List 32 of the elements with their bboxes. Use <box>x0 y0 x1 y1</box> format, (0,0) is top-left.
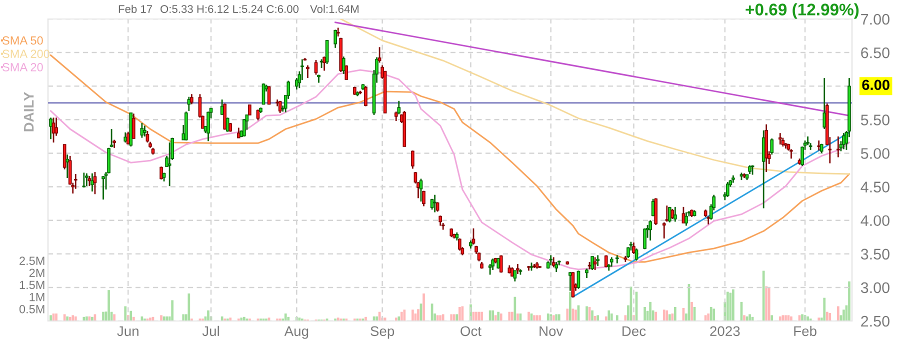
x-tick-label: Sep <box>370 326 394 339</box>
text: Feb 17 <box>118 4 152 13</box>
x-tick-label: Jul <box>202 326 219 336</box>
y-tick-label: 5.00 <box>860 148 890 159</box>
legend-label: SMA 200 <box>2 50 50 58</box>
x-tick-label: Dec <box>622 326 646 336</box>
legend-label: SMA 20 <box>2 63 43 72</box>
y-tick-label: 6.50 <box>861 47 890 58</box>
y-tick-label: 3.50 <box>860 248 890 260</box>
y2-tick-label: 1.5M <box>20 280 44 290</box>
y-tick-label: 3.00 <box>860 282 890 294</box>
y-tick-label: 7.00 <box>861 14 890 25</box>
x-tick-label: Oct <box>460 326 482 336</box>
y-tick-label: 4.00 <box>860 215 890 226</box>
y-tick-label: 5.50 <box>860 114 890 126</box>
text: O:5.33 H:6.12 L:5.24 C:6.00 <box>160 5 299 13</box>
x-tick-label: Jun <box>117 326 138 336</box>
x-tick-label: Nov <box>540 326 564 336</box>
text: Vol:1.64M <box>310 4 359 13</box>
x-tick-label: 2023 <box>710 326 740 336</box>
x-tick-label: Aug <box>284 326 308 339</box>
y2-tick-label: 2M <box>29 268 44 277</box>
x-tick-label: Feb <box>794 326 816 336</box>
y2-tick-label: 0.5M <box>19 304 44 314</box>
y-tick-label: 4.50 <box>860 182 890 192</box>
text: +0.69 (12.99%) <box>746 3 859 19</box>
text: DAILY <box>24 92 34 132</box>
legend-label: SMA 50 <box>2 36 43 45</box>
y-tick-label: 2.50 <box>861 316 890 327</box>
y2-tick-label: 1M <box>30 292 44 302</box>
annotation: 6.00 <box>862 80 890 90</box>
y2-tick-label: 2.5M <box>20 256 44 265</box>
